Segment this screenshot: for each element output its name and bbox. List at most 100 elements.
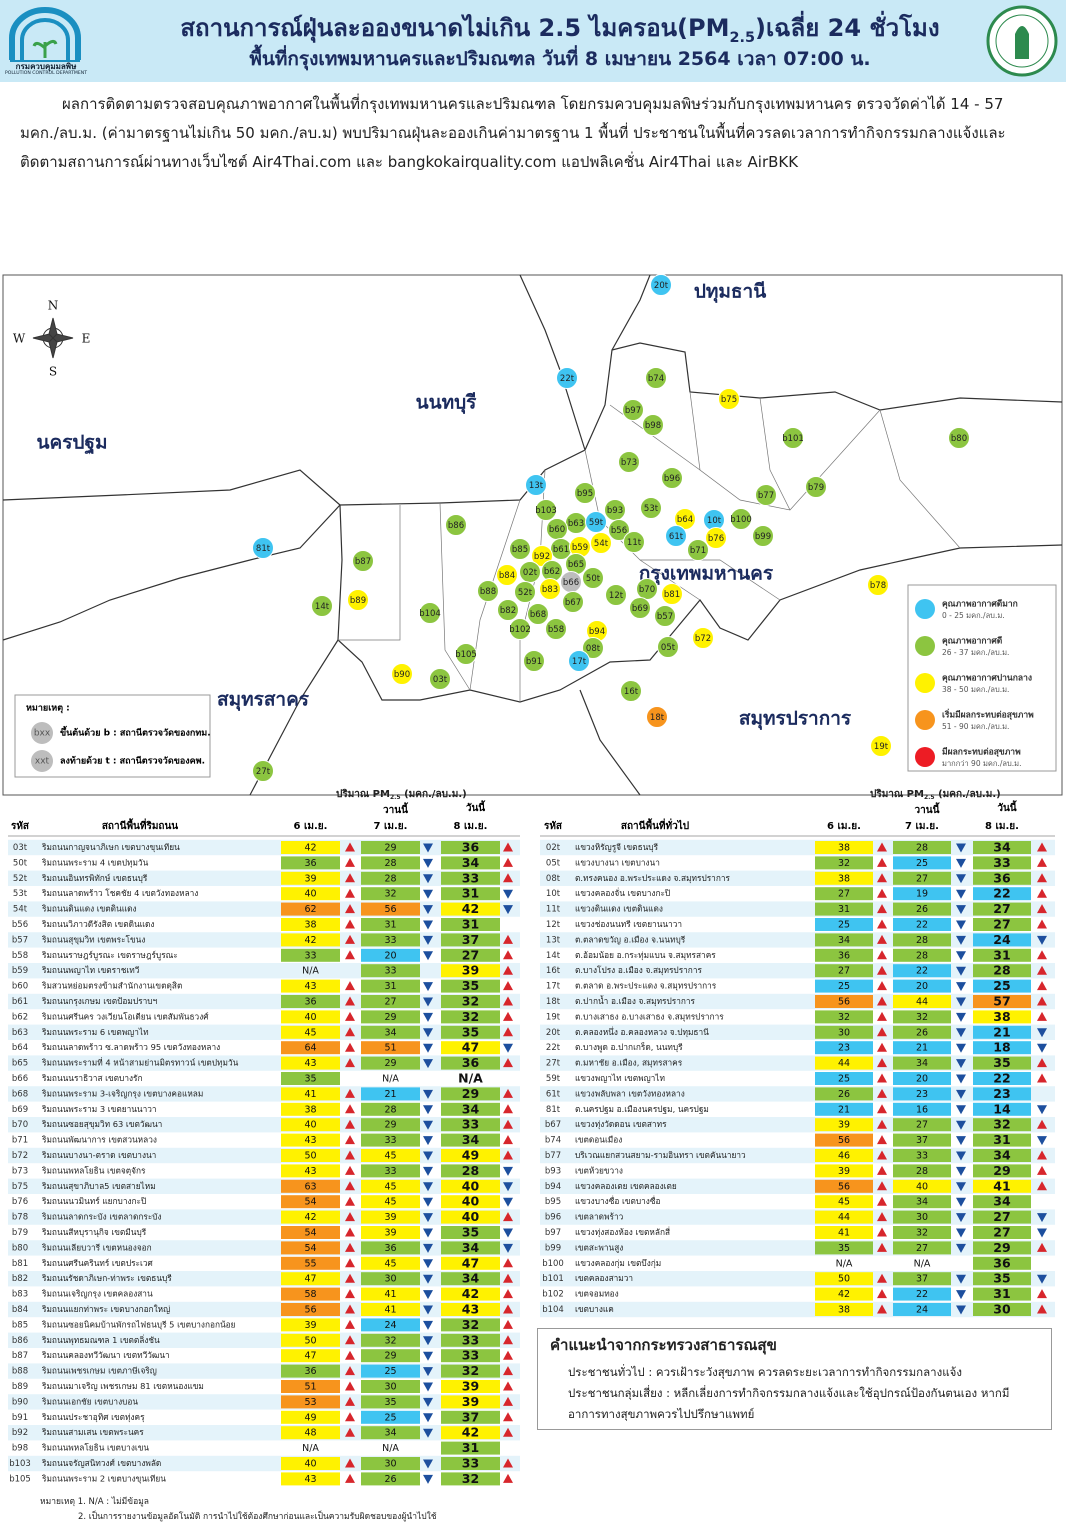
station-marker: [622, 399, 644, 421]
value-cell: [973, 856, 1031, 870]
value-cell: [281, 1241, 340, 1255]
value-cell: [361, 1256, 420, 1270]
unit-part: (มคก./ลบ.ม.): [935, 789, 1001, 800]
station-name: ต.อ้อมน้อย อ.กระทุ่มแบน จ.สมุทรสาคร: [575, 950, 716, 961]
value-text: 44: [838, 1212, 850, 1223]
value-text: 22: [916, 966, 928, 977]
station-code: b80: [12, 1243, 28, 1253]
station-label: b103: [535, 506, 557, 516]
station-code: 03t: [13, 843, 28, 853]
station-code: b81: [12, 1259, 28, 1269]
unit-label: ปริมาณ PM2.5 (มคก./ลบ.ม.): [336, 788, 467, 801]
value-text: N/A: [458, 1071, 483, 1086]
value-cell: [893, 1072, 951, 1085]
value-text: 25: [916, 858, 928, 869]
station-marker: [618, 451, 640, 473]
trend-arrow: [423, 1120, 433, 1130]
trend-arrow: [423, 1059, 433, 1069]
station-marker: [705, 527, 727, 549]
station-label: 52t: [518, 588, 533, 598]
value-text: 19: [916, 889, 928, 900]
trend-arrow: [345, 1242, 355, 1252]
trend-arrow: [956, 843, 966, 853]
station-marker: [590, 532, 612, 554]
station-name: ริมถนนประชาอุทิศ เขตทุ่งครุ: [41, 1412, 145, 1423]
value-text: 36: [304, 1366, 316, 1377]
value-cell: [815, 1164, 873, 1178]
trend-arrow: [345, 1011, 355, 1021]
value-cell: [973, 1010, 1031, 1024]
value-cell: [893, 1010, 951, 1024]
value-text: 36: [462, 1055, 480, 1070]
trend-arrow: [956, 920, 966, 930]
value-cell: [441, 841, 500, 854]
station-name: ริมถนนกาญจนาภิเษก เขตบางขุนเทียน: [41, 842, 180, 853]
value-cell: [815, 1303, 873, 1316]
value-cell: [441, 1164, 500, 1178]
trend-arrow: [956, 1028, 966, 1038]
station-name: ริมถนนเลียบวารี เขตหนองจอก: [41, 1242, 151, 1252]
value-cell: [973, 995, 1031, 1008]
value-text: 41: [384, 1305, 396, 1316]
trend-arrow: [345, 1412, 355, 1422]
station-label: b56: [611, 526, 627, 536]
value-text: 31: [462, 1440, 479, 1455]
value-text: 26: [916, 904, 928, 915]
station-name: ริมถนนสามเสน เขตพระนคร: [41, 1427, 144, 1437]
value-text: 21: [916, 1043, 928, 1054]
value-cell: [361, 1133, 420, 1147]
station-label: b99: [755, 532, 771, 542]
station-marker: [730, 508, 752, 530]
value-text: 43: [304, 1166, 316, 1177]
value-text: 27: [916, 1243, 928, 1254]
value-text: 47: [304, 1274, 316, 1285]
station-name: ริมถนนพระรามที่ 4 หน้าสามย่านมิตรทาวน์ เ…: [41, 1057, 238, 1069]
value-cell: [441, 1333, 500, 1347]
value-text: 35: [384, 1397, 396, 1408]
station-code: b83: [12, 1290, 28, 1300]
legend-swatch: [915, 673, 935, 693]
value-cell: [281, 1410, 340, 1424]
trend-arrow: [345, 1042, 355, 1052]
value-cell: [281, 1072, 340, 1085]
station-code: 14t: [546, 951, 561, 961]
trend-arrow: [1037, 1289, 1047, 1299]
value-text: 54: [304, 1228, 316, 1239]
station-marker: [252, 760, 274, 782]
value-text: 35: [993, 1055, 1010, 1070]
value-text: 34: [462, 1271, 480, 1286]
value-text: 42: [462, 901, 479, 916]
subtitle: พื้นที่กรุงเทพมหานครและปริมณฑล วันที่ 8 …: [249, 48, 871, 70]
value-text: 35: [462, 1024, 479, 1039]
value-text: 56: [838, 1135, 850, 1146]
value-cell: [973, 1272, 1031, 1286]
station-marker: [509, 618, 531, 640]
value-text: 31: [993, 947, 1010, 962]
trend-arrow: [1037, 1181, 1047, 1191]
value-text: 38: [838, 873, 850, 884]
trend-arrow: [423, 1105, 433, 1115]
title-part: 2.5: [729, 29, 755, 46]
station-marker: [539, 578, 561, 600]
value-cell: [815, 1041, 873, 1055]
value-text: 41: [993, 1178, 1010, 1193]
station-name: เขตดอนเมือง: [575, 1135, 622, 1145]
trend-arrow: [345, 1027, 355, 1037]
trend-arrow: [345, 1335, 355, 1345]
trend-arrow: [503, 965, 513, 975]
station-label: 08t: [586, 644, 601, 654]
trend-arrow: [345, 1273, 355, 1283]
trend-arrow: [1037, 857, 1047, 867]
trend-arrow: [877, 981, 887, 991]
value-text: 34: [462, 1132, 480, 1147]
value-cell: [815, 841, 873, 854]
value-cell: [441, 1364, 500, 1378]
trend-arrow: [956, 1012, 966, 1022]
value-cell: [893, 948, 951, 962]
value-cell: [361, 871, 420, 885]
value-text: 22: [993, 1071, 1010, 1086]
value-cell: [973, 1041, 1031, 1055]
station-code: b56: [12, 920, 28, 930]
value-text: 33: [384, 966, 396, 977]
value-cell: [281, 1102, 340, 1116]
